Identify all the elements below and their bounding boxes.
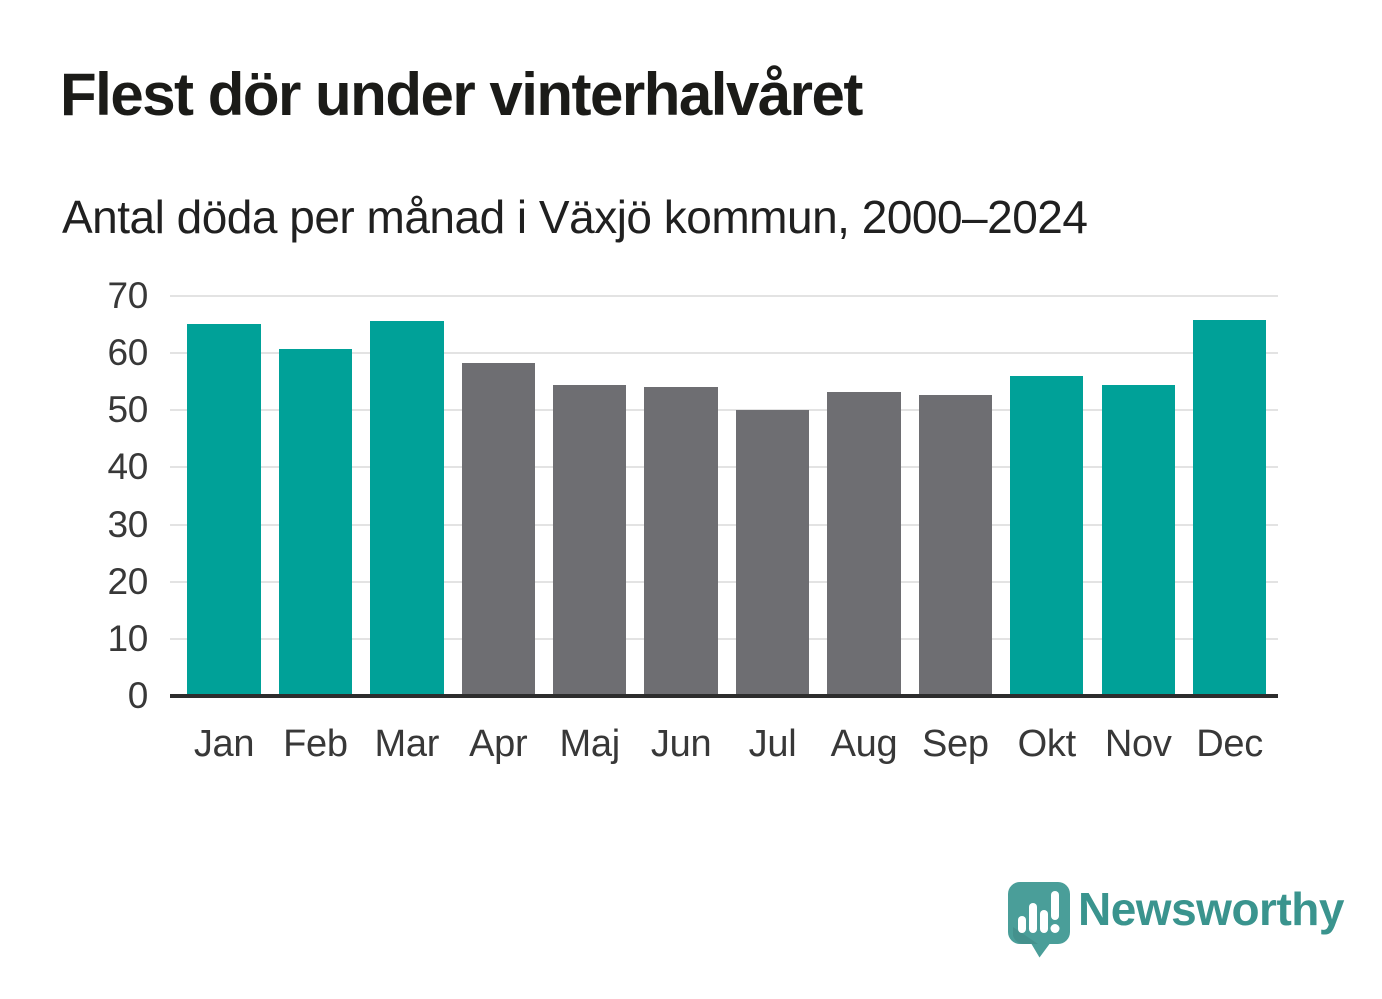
plot-area bbox=[170, 295, 1278, 698]
y-tick-label-0: 0 bbox=[127, 675, 149, 716]
y-tick-label-20: 20 bbox=[107, 560, 148, 602]
x-label-okt: Okt bbox=[1017, 723, 1077, 765]
bar-nov bbox=[1101, 385, 1175, 694]
x-label-aug: Aug bbox=[830, 723, 898, 765]
gridline-50 bbox=[170, 409, 1278, 412]
x-label-sep: Sep bbox=[922, 723, 989, 765]
gridline-60 bbox=[170, 352, 1278, 355]
x-axis-line bbox=[170, 694, 1278, 698]
newsworthy-logo-icon bbox=[1008, 882, 1070, 958]
bar-sep bbox=[918, 395, 993, 694]
y-tick-label-50: 50 bbox=[107, 389, 148, 431]
chart-subtitle: Antal döda per månad i Växjö kommun, 200… bbox=[62, 191, 1088, 243]
y-tick-label-30: 30 bbox=[107, 503, 148, 545]
bar-feb bbox=[278, 348, 353, 694]
y-tick-label-10: 10 bbox=[107, 617, 148, 659]
y-tick-label-70: 70 bbox=[107, 275, 148, 316]
bar-jan bbox=[187, 323, 261, 694]
gridline-40 bbox=[170, 466, 1278, 469]
x-label-nov: Nov bbox=[1104, 723, 1172, 765]
x-label-dec: Dec bbox=[1196, 723, 1263, 765]
x-label-maj: Maj bbox=[559, 723, 621, 765]
y-tick-label-60: 60 bbox=[107, 332, 148, 374]
bar-okt bbox=[1010, 376, 1084, 694]
brand-name: Newsworthy bbox=[1078, 883, 1344, 935]
gridline-20 bbox=[170, 580, 1278, 583]
bar-jul bbox=[735, 410, 810, 694]
bar-maj bbox=[552, 384, 627, 694]
x-label-jul: Jul bbox=[748, 723, 797, 765]
x-label-mar: Mar bbox=[374, 723, 440, 765]
chart-title: Flest dör under vinterhalvåret bbox=[60, 61, 863, 128]
x-label-jan: Jan bbox=[193, 723, 255, 765]
gridline-70 bbox=[170, 295, 1278, 297]
gridline-10 bbox=[170, 637, 1278, 640]
newsworthy-branding: Newsworthy bbox=[1008, 878, 1344, 958]
bar-apr bbox=[461, 363, 535, 694]
gridline-30 bbox=[170, 523, 1278, 526]
bar-jun bbox=[644, 387, 718, 694]
x-label-feb: Feb bbox=[283, 723, 348, 765]
bar-dec bbox=[1192, 320, 1267, 694]
x-label-apr: Apr bbox=[469, 723, 528, 765]
bar-aug bbox=[827, 391, 901, 694]
bar-mar bbox=[370, 321, 444, 694]
x-label-jun: Jun bbox=[650, 723, 712, 765]
y-tick-label-40: 40 bbox=[107, 446, 148, 488]
